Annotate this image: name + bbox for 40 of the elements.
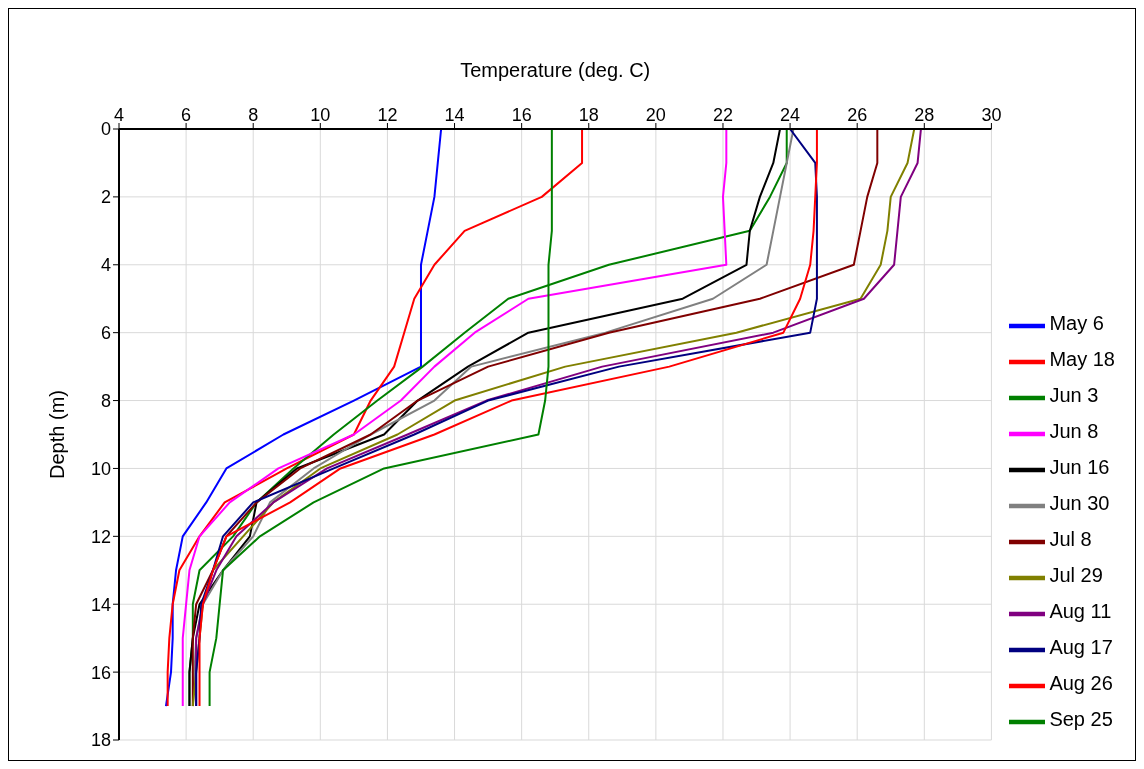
x-tick-label: 26 bbox=[847, 105, 868, 125]
line-series bbox=[166, 129, 584, 708]
y-axis-title: Depth (m) bbox=[46, 390, 69, 479]
x-tick-label: 12 bbox=[377, 105, 398, 125]
legend-label: Jul 8 bbox=[1049, 528, 1092, 551]
y-tick-label: 6 bbox=[100, 323, 111, 344]
x-tick-label: 20 bbox=[645, 105, 666, 125]
y-tick-label: 8 bbox=[100, 390, 111, 411]
line-series bbox=[164, 129, 443, 708]
legend-label: May 18 bbox=[1049, 348, 1115, 371]
y-tick-label: 10 bbox=[90, 458, 111, 479]
y-tick-label: 4 bbox=[100, 255, 111, 276]
legend-label: Sep 25 bbox=[1049, 708, 1113, 731]
x-tick-label: 10 bbox=[310, 105, 331, 125]
x-tick-label: 18 bbox=[578, 105, 599, 125]
x-tick-label: 14 bbox=[444, 105, 465, 125]
y-tick-label: 2 bbox=[100, 187, 111, 208]
legend-label: Aug 17 bbox=[1049, 636, 1113, 659]
legend-label: Jun 16 bbox=[1049, 456, 1110, 479]
x-axis-title: Temperature (deg. C) bbox=[460, 59, 651, 81]
legend-label: Jun 8 bbox=[1049, 420, 1099, 443]
legend-label: Jul 29 bbox=[1049, 564, 1103, 587]
x-tick-label: 28 bbox=[914, 105, 935, 125]
y-tick-label: 18 bbox=[90, 730, 111, 751]
x-tick-label: 30 bbox=[981, 105, 1002, 125]
legend-label: Aug 26 bbox=[1049, 672, 1113, 695]
y-tick-label: 14 bbox=[90, 594, 111, 615]
legend-label: Jun 3 bbox=[1049, 384, 1099, 407]
legend-label: May 6 bbox=[1049, 312, 1104, 335]
x-tick-label: 8 bbox=[248, 105, 259, 125]
y-tick-label: 12 bbox=[90, 526, 111, 547]
x-tick-label: 24 bbox=[780, 105, 801, 125]
x-tick-label: 22 bbox=[712, 105, 733, 125]
x-tick-label: 16 bbox=[511, 105, 532, 125]
legend-label: Jun 30 bbox=[1049, 492, 1110, 515]
y-tick-label: 16 bbox=[90, 662, 111, 683]
y-tick-label: 0 bbox=[100, 119, 111, 140]
x-tick-label: 6 bbox=[181, 105, 192, 125]
legend-label: Aug 11 bbox=[1049, 600, 1112, 623]
x-tick-label: 4 bbox=[113, 105, 125, 125]
